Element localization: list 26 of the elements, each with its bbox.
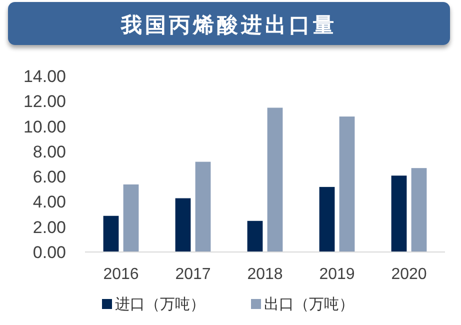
y-tick-label: 8.00 [32,142,66,162]
y-tick-label: 6.00 [32,168,66,187]
y-tick-label: 0.00 [32,243,66,262]
bar [174,198,192,252]
y-tick-label: 14.00 [23,67,66,86]
y-tick-label: 4.00 [32,192,66,212]
x-tick-label: 2017 [175,266,211,283]
x-tick-label: 2016 [103,266,139,283]
bar [194,161,212,252]
y-tick-label: 2.00 [32,218,66,237]
bar [390,175,408,252]
y-tick-label: 12.00 [23,92,66,112]
bar [318,186,336,252]
x-tick-label: 2018 [247,266,283,283]
chart-title: 我国丙烯酸进出口量 [120,13,337,37]
bar [410,167,428,252]
legend-label: 进口（万吨） [115,296,205,313]
bar [102,215,120,252]
y-tick-label: 10.00 [23,117,66,136]
bar [122,184,140,252]
bar [338,116,356,252]
x-tick-label: 2020 [391,266,427,283]
x-tick-label: 2019 [319,266,355,283]
bar [266,107,284,252]
bar [246,220,264,252]
legend-label: 出口（万吨） [264,296,354,313]
